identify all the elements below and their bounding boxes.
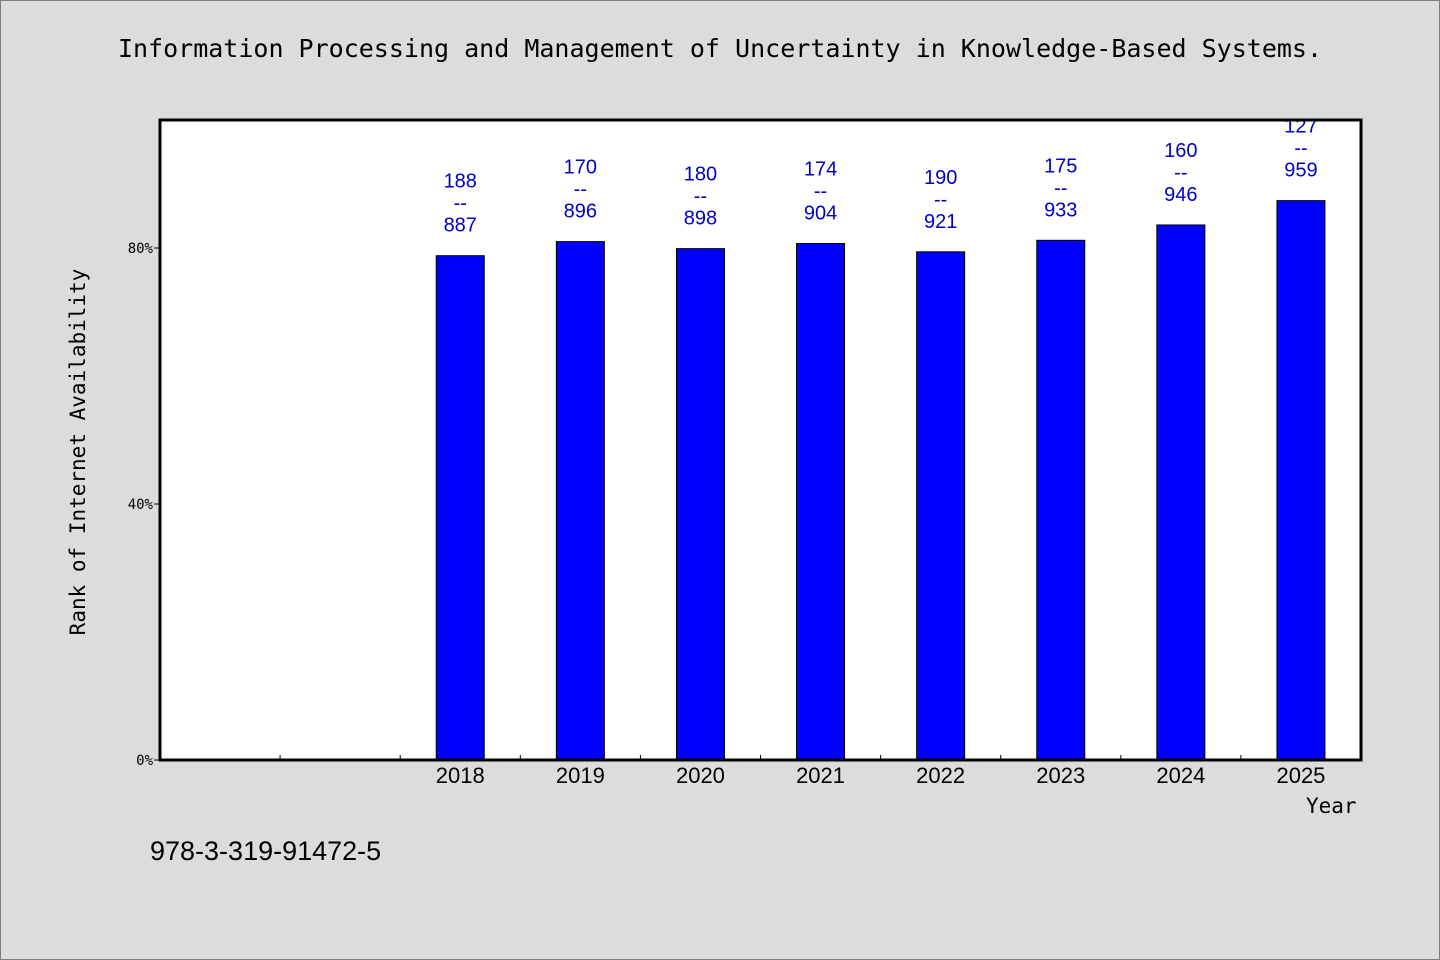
data-label-bottom: 946 [1164,184,1197,206]
data-label-bottom: 959 [1284,160,1317,182]
bar-2021 [796,243,846,761]
y-tick-label: 0% [136,753,153,769]
isbn-footer: 978-3-319-91472-5 [150,836,382,866]
x-tick-label: 2025 [1276,763,1325,788]
x-tick-label: 2018 [436,763,485,788]
data-label-separator: -- [1174,162,1187,184]
bar-2024 [1156,224,1206,761]
data-label-separator: -- [574,179,587,201]
data-label-bottom: 898 [684,208,717,230]
data-label-top: 174 [804,159,837,181]
data-label-bottom: 933 [1044,199,1077,221]
y-tick-label: 80% [128,241,154,257]
bar-2018 [435,255,485,761]
data-label-top: 160 [1164,140,1197,162]
x-tick-label: 2021 [796,763,845,788]
data-label-bottom: 904 [804,203,837,225]
x-tick-label: 2024 [1156,763,1205,788]
data-label-separator: -- [1054,177,1067,199]
bar-2020 [675,248,725,761]
data-label-separator: -- [814,181,827,203]
data-label-separator: -- [454,193,467,215]
data-label-separator: -- [1294,138,1307,160]
data-label-top: 188 [444,171,477,193]
data-label-separator: -- [694,186,707,208]
plot-border [158,118,1363,762]
data-label-top: 170 [564,157,597,179]
data-label-bottom: 887 [444,215,477,237]
data-label-bottom: 921 [924,211,957,233]
chart-title: Information Processing and Management of… [117,34,1323,63]
bar-2025 [1276,200,1326,761]
x-tick-label: 2023 [1036,763,1085,788]
bar-2022 [916,251,966,761]
x-axis-label: Year [1306,794,1357,818]
data-label-top: 190 [924,167,957,189]
bar-2023 [1036,239,1086,761]
bar-2019 [555,241,605,761]
data-label-top: 180 [684,164,717,186]
data-label-top: 175 [1044,155,1077,177]
y-tick-label: 40% [128,497,154,513]
data-label-bottom: 896 [564,201,597,223]
x-tick-label: 2022 [916,763,965,788]
x-tick-label: 2019 [556,763,605,788]
x-tick-label: 2020 [676,763,725,788]
data-label-separator: -- [934,189,947,211]
